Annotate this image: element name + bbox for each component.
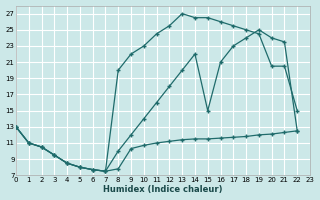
X-axis label: Humidex (Indice chaleur): Humidex (Indice chaleur) xyxy=(103,185,223,194)
